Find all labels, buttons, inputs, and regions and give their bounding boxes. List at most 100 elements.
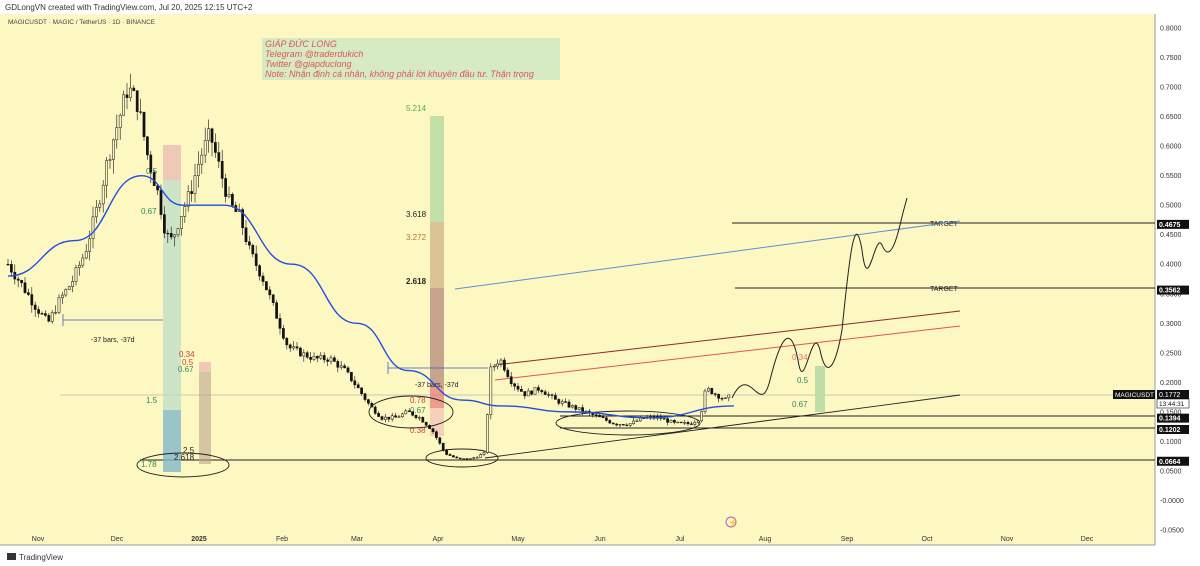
candle-down xyxy=(149,154,153,173)
moving-average-line xyxy=(7,174,734,419)
fib-left-15: 1.5 xyxy=(146,396,158,405)
candle-down xyxy=(282,328,285,339)
candle-down xyxy=(574,405,578,410)
candle-down xyxy=(169,233,173,238)
price-label-text: 0.3562 xyxy=(1159,288,1181,295)
candle-down xyxy=(679,421,683,424)
candle-up xyxy=(64,289,68,296)
candle-up xyxy=(302,352,306,357)
candle-down xyxy=(662,418,666,420)
candle-up xyxy=(74,267,78,282)
candle-down xyxy=(428,425,431,429)
fib-left2-2618: 2.618 xyxy=(174,453,195,462)
candle-up xyxy=(98,203,102,208)
candle-down xyxy=(214,142,217,153)
candle-down xyxy=(550,394,554,396)
x-tick-label: Jun xyxy=(594,536,605,543)
candle-up xyxy=(390,415,394,420)
candle-down xyxy=(554,395,557,400)
candle-down xyxy=(268,289,272,296)
ellipse-june xyxy=(555,410,701,436)
candle-up xyxy=(71,281,74,287)
y-tick-label: 0.2000 xyxy=(1160,380,1182,387)
fib-right-05: 0.5 xyxy=(797,376,809,385)
candle-up xyxy=(200,154,204,165)
fib-left2-034: 0.34 xyxy=(179,350,195,359)
price-label-tag xyxy=(1157,456,1189,466)
candle-down xyxy=(615,423,618,426)
candle-down xyxy=(275,302,278,319)
candle-down xyxy=(217,152,221,162)
candle-up xyxy=(397,416,401,418)
symbol-line: MAGICUSDT · MAGIC / TetherUS · 1D · BINA… xyxy=(8,19,156,26)
candle-down xyxy=(47,315,51,322)
candle-up xyxy=(499,359,503,365)
candle-down xyxy=(295,346,299,349)
candle-down xyxy=(350,371,353,382)
candle-down xyxy=(441,443,445,451)
candle-up xyxy=(203,140,207,156)
candle-down xyxy=(37,309,40,314)
candle-up xyxy=(696,420,700,423)
candle-up xyxy=(95,207,98,218)
candle-down xyxy=(601,416,605,419)
candle-down xyxy=(44,313,47,316)
x-tick-label: Sep xyxy=(841,536,854,543)
candle-down xyxy=(125,94,129,98)
candle-down xyxy=(516,385,520,390)
candle-down xyxy=(713,393,717,395)
candle-down xyxy=(299,347,302,357)
candle-up xyxy=(727,394,731,399)
candle-up xyxy=(319,355,323,359)
current-price-tag xyxy=(1157,390,1189,399)
candle-down xyxy=(336,361,340,368)
y-tick-label: 0.4000 xyxy=(1160,262,1182,269)
candle-down xyxy=(166,232,170,235)
candle-up xyxy=(118,115,122,128)
candle-up xyxy=(67,286,71,290)
candle-up xyxy=(462,458,465,460)
y-tick-label: 0.7000 xyxy=(1160,85,1182,92)
fib-main-3618: 3.618 xyxy=(406,210,427,219)
candle-up xyxy=(186,191,190,207)
candle-up xyxy=(628,423,632,426)
candle-down xyxy=(458,457,462,460)
candle-up xyxy=(54,312,57,314)
candle-down xyxy=(557,399,561,404)
price-label-tag xyxy=(1157,219,1189,229)
candle-up xyxy=(635,420,639,422)
fib-main-5214: 5.214 xyxy=(406,104,427,113)
price-label-tag xyxy=(1157,424,1189,434)
candle-down xyxy=(452,455,455,458)
candle-down xyxy=(509,376,513,384)
watermark-box xyxy=(262,38,560,80)
candle-down xyxy=(10,264,13,273)
x-tick-label: Mar xyxy=(351,536,364,543)
candle-up xyxy=(632,420,635,424)
price-label-text: 0.4675 xyxy=(1159,222,1181,229)
candle-down xyxy=(135,90,139,112)
tradingview-logo-icon xyxy=(7,553,16,560)
candle-down xyxy=(241,209,244,228)
candle-up xyxy=(61,294,64,299)
y-tick-label: 0.2500 xyxy=(1160,350,1182,357)
fib-main-038: 0.38 xyxy=(410,426,426,435)
y-tick-label: 0.3000 xyxy=(1160,321,1182,328)
fib-main-2618: 2.618 xyxy=(406,277,427,286)
candle-down xyxy=(435,431,438,438)
candle-down xyxy=(305,352,309,358)
candle-down xyxy=(380,416,384,420)
candle-up xyxy=(105,160,108,186)
candle-up xyxy=(292,346,295,349)
candle-up xyxy=(91,216,95,239)
candle-up xyxy=(496,363,499,367)
lightning-icon[interactable] xyxy=(725,516,737,528)
y-tick-label: 0.6500 xyxy=(1160,114,1182,121)
candle-down xyxy=(360,387,363,395)
candle-down xyxy=(611,422,615,425)
candle-down xyxy=(220,161,224,179)
candle-down xyxy=(523,391,527,397)
fib-main-078: 0.78 xyxy=(410,396,426,405)
candle-up xyxy=(693,422,697,425)
